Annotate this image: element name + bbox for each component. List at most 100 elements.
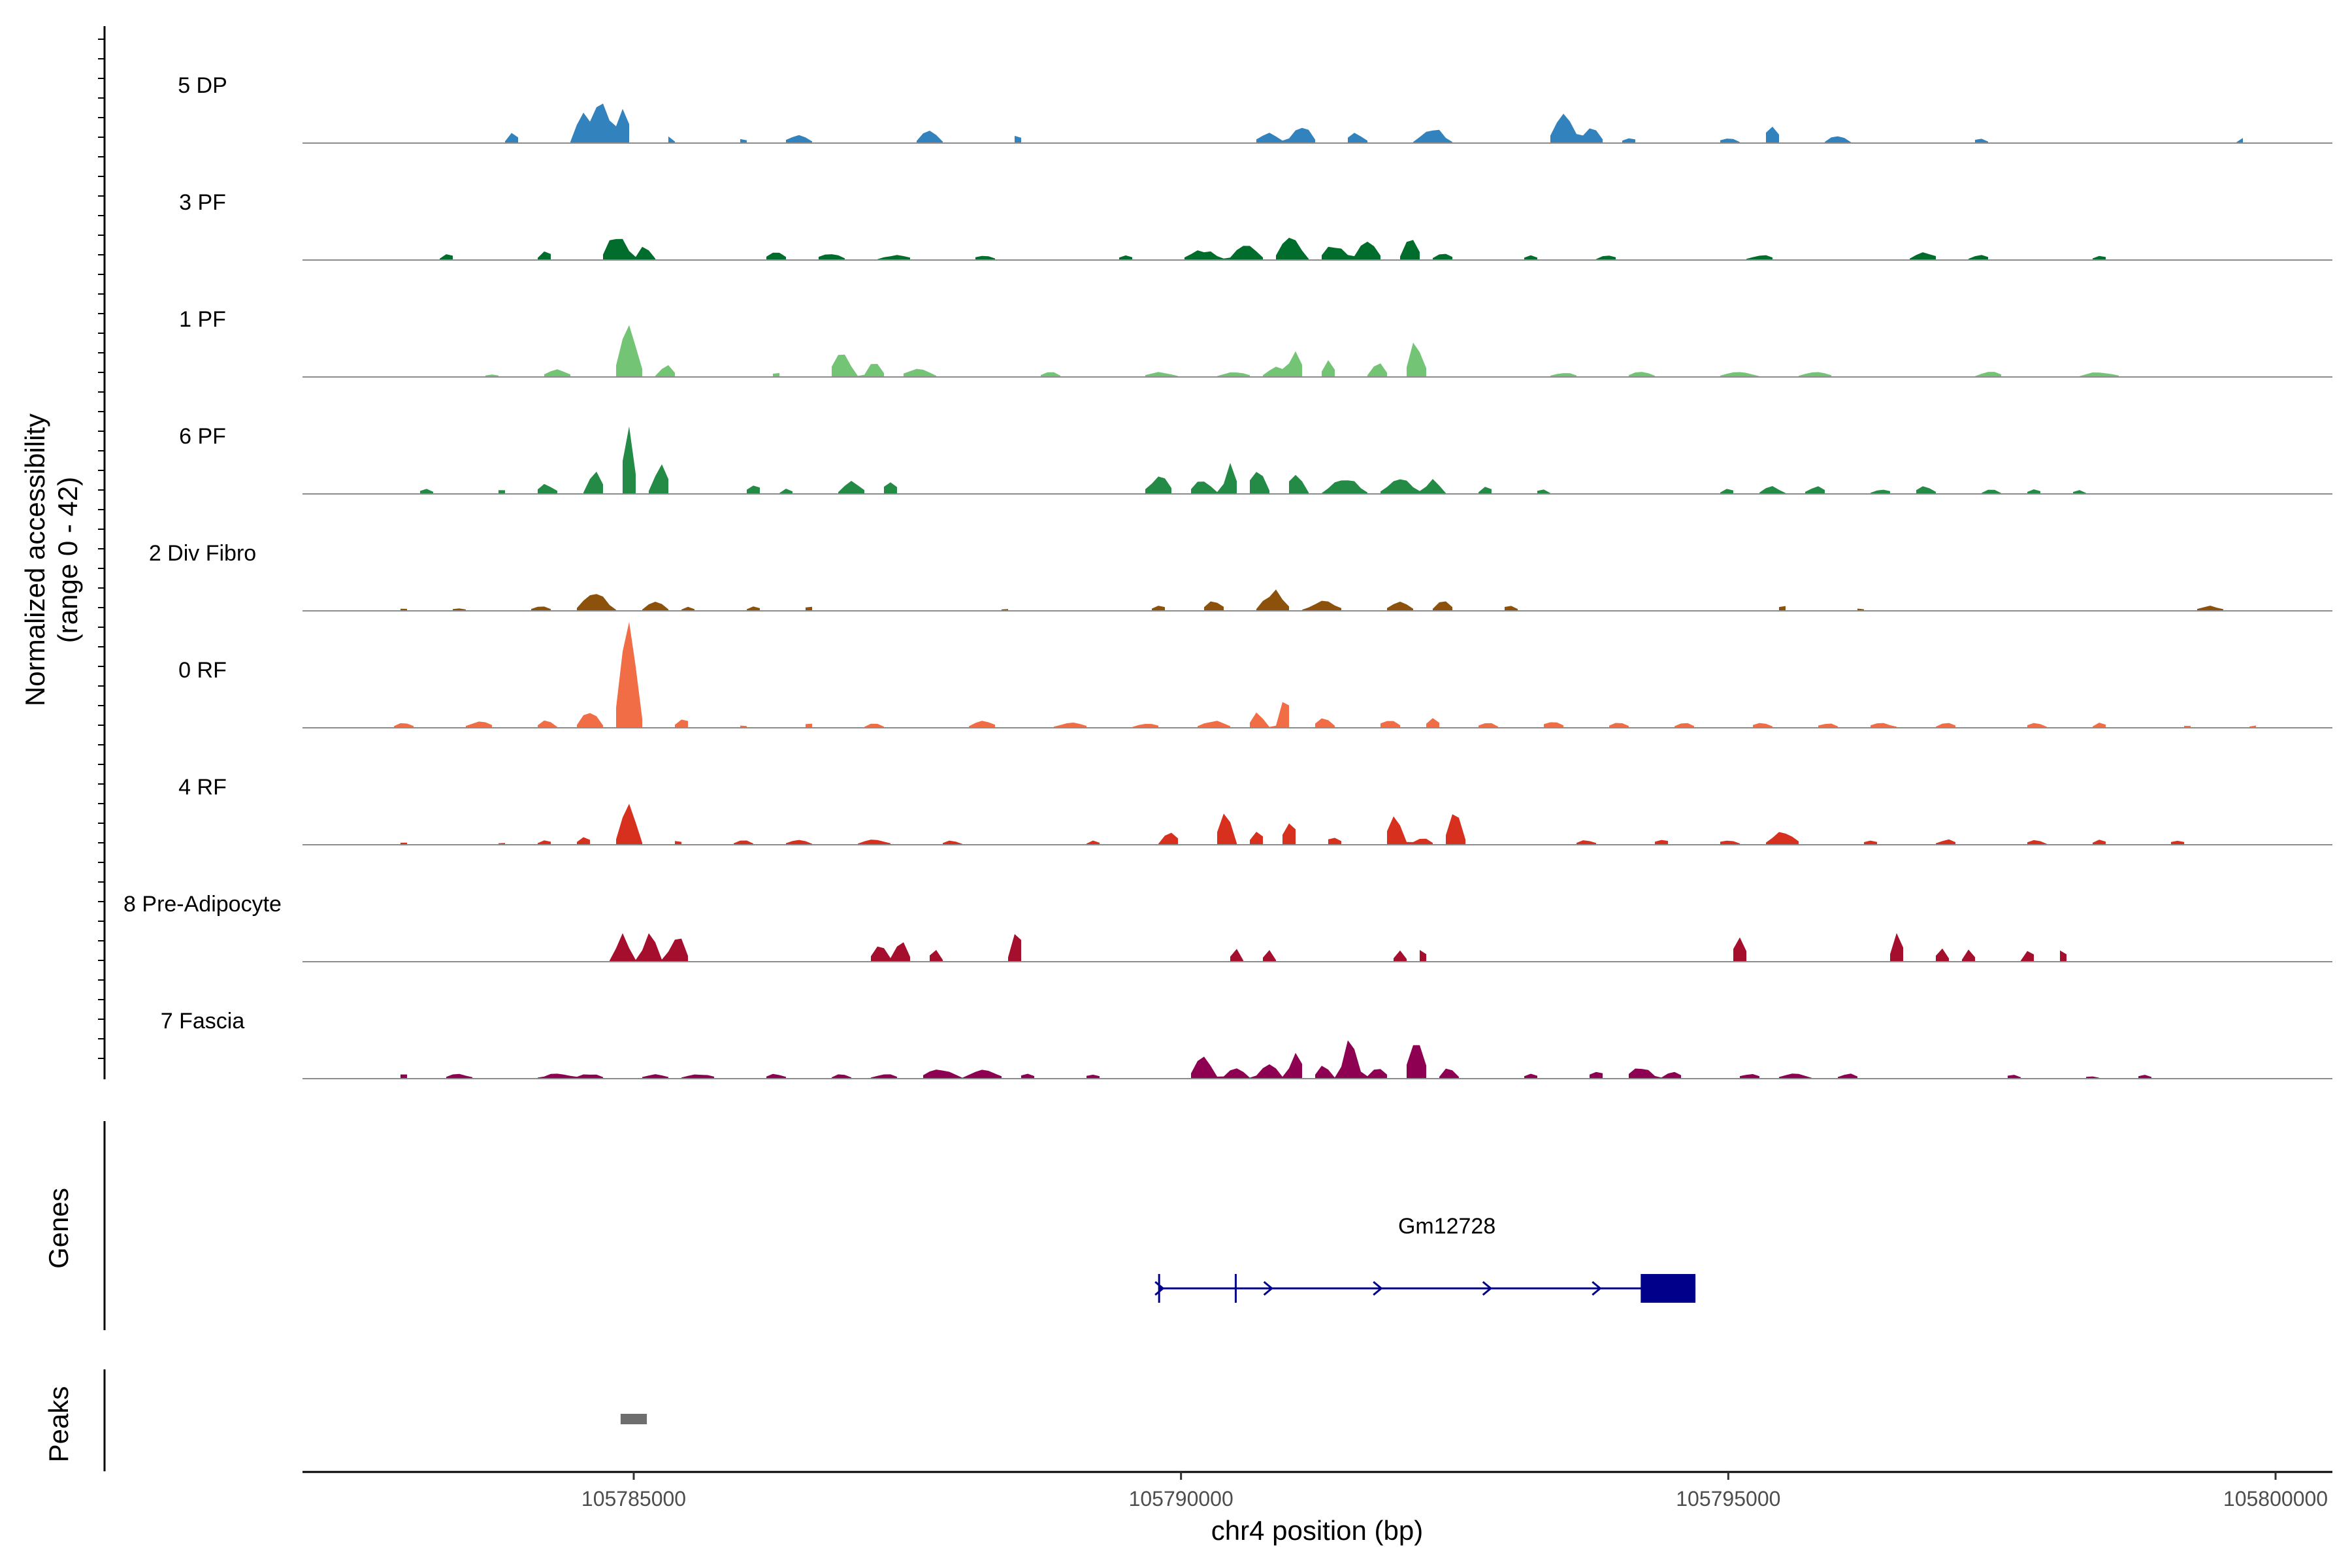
coverage-peak (2008, 1075, 2021, 1079)
x-axis-tick-label: 105790000 (1129, 1487, 1233, 1511)
coverage-peak (1145, 372, 1178, 377)
coverage-peak (577, 713, 603, 728)
coverage-peak (1348, 133, 1367, 143)
coverage-peak (1420, 950, 1426, 962)
coverage-peak (2060, 950, 2066, 962)
coverage-peak (2021, 951, 2034, 962)
coverage-peak (1086, 840, 1100, 845)
coverage-peak (1367, 363, 1387, 377)
coverage-peak (975, 255, 995, 260)
peaks-track-label: Peaks (43, 1386, 74, 1463)
coverage-peak (1054, 723, 1086, 728)
coverage-peak (1740, 1074, 1759, 1079)
coverage-peak (1759, 486, 1786, 494)
coverage-track: 4 RF (178, 775, 2332, 845)
coverage-peak (871, 942, 910, 962)
y-axis-label-line2: (range 0 - 42) (52, 477, 83, 643)
coverage-peak (1609, 723, 1629, 728)
coverage-peak (1550, 373, 1576, 377)
x-axis-tick-label: 105795000 (1676, 1487, 1780, 1511)
coverage-peak (1282, 823, 1296, 845)
coverage-peak (1550, 114, 1603, 143)
coverage-peak (1596, 255, 1616, 260)
coverage-peak (1910, 252, 1936, 260)
coverage-peak (1086, 1074, 1100, 1079)
coverage-peak (1008, 934, 1021, 962)
coverage-peak (884, 482, 897, 494)
coverage-peak (1184, 246, 1263, 260)
coverage-peak (773, 372, 779, 377)
coverage-peak (544, 369, 570, 377)
coverage-peak (1446, 814, 1465, 845)
coverage-peak (681, 1074, 714, 1079)
coverage-peak (675, 841, 681, 845)
coverage-peak (1152, 606, 1165, 611)
coverage-peak (1655, 840, 1668, 845)
coverage-peak (1505, 606, 1518, 611)
coverage-track: 3 PF (179, 190, 2332, 261)
coverage-peak (538, 1073, 603, 1079)
x-axis-title: chr4 position (bp) (1211, 1515, 1424, 1546)
coverage-peak (2027, 489, 2040, 494)
coverage-peak (1439, 1068, 1459, 1079)
coverage-peak (1250, 832, 1263, 845)
track-label: 2 Div Fibro (149, 541, 256, 566)
coverage-peak (1433, 253, 1452, 260)
coverage-peak (1302, 600, 1341, 611)
coverage-peak (832, 354, 884, 377)
coverage-peak (1799, 372, 1831, 377)
coverage-peak (1380, 479, 1446, 494)
coverage-peak (2027, 723, 2047, 728)
coverage-peak (616, 621, 642, 728)
coverage-peak (466, 721, 492, 728)
coverage-peak (1936, 723, 1955, 728)
coverage-peak (1426, 718, 1439, 728)
coverage-peak (1328, 838, 1341, 845)
coverage-peak (623, 426, 636, 494)
coverage-peak (610, 933, 688, 962)
coverage-peak (1256, 589, 1289, 611)
coverage-peak (1720, 840, 1740, 845)
track-label: 5 DP (178, 73, 227, 98)
coverage-peak (1629, 372, 1655, 377)
coverage-peak (923, 1070, 1002, 1079)
coverage-peak (1870, 489, 1890, 494)
coverage-peak (1433, 601, 1452, 611)
coverage-peak (1870, 723, 1897, 728)
coverage-peak (570, 103, 629, 143)
coverage-peak (2138, 1075, 2151, 1079)
coverage-track: 7 Fascia (161, 1009, 2332, 1079)
coverage-peak (1191, 1053, 1302, 1079)
coverage-track: 2 Div Fibro (149, 541, 2332, 612)
coverage-peak (1864, 840, 1877, 845)
coverage-peak (538, 251, 551, 260)
coverage-tracks: 5 DP 3 PF 1 PF 6 PF 2 Div Fibro 0 RF 4 RF 8 Pre… (98, 26, 2332, 1079)
peak-region (620, 1414, 647, 1424)
coverage-peak (2093, 255, 2106, 260)
coverage-peak (1720, 139, 1740, 143)
coverage-track: 1 PF (179, 307, 2332, 378)
gene-strand-arrow (1373, 1281, 1383, 1296)
coverage-peak (1145, 476, 1171, 494)
coverage-peak (1766, 126, 1779, 143)
coverage-peak (740, 139, 747, 143)
coverage-peak (1720, 489, 1733, 494)
coverage-peak (1962, 949, 1975, 962)
coverage-peak (577, 837, 590, 845)
coverage-peak (1322, 360, 1335, 377)
coverage-peak (864, 723, 884, 728)
coverage-peak (1191, 463, 1237, 494)
coverage-peak (1217, 813, 1237, 845)
coverage-peak (2236, 138, 2243, 143)
coverage-peak (1132, 724, 1158, 728)
coverage-peak (1250, 472, 1269, 494)
coverage-peak (655, 365, 675, 377)
coverage-peak (538, 840, 551, 845)
x-axis-tick-label: 105800000 (2223, 1487, 2328, 1511)
coverage-peak (2080, 372, 2119, 377)
gene-exon (1641, 1274, 1696, 1303)
coverage-peak (1838, 1073, 1857, 1079)
coverage-peak (766, 1073, 786, 1079)
coverage-peak (1674, 723, 1694, 728)
coverage-peak (400, 1074, 407, 1079)
